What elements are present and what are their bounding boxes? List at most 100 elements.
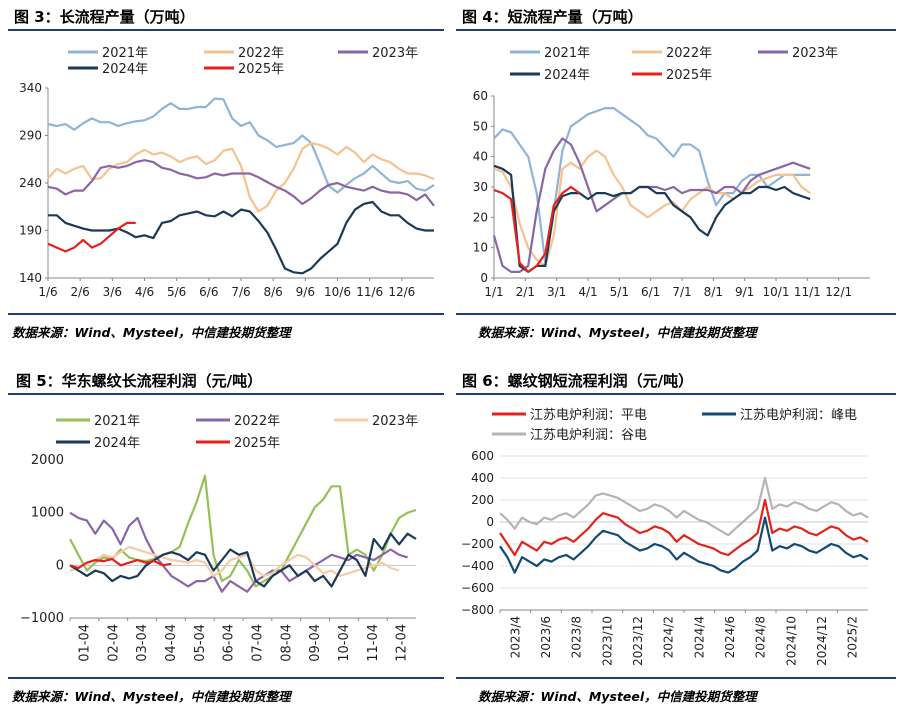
p4-legend-label: 2024年 (544, 68, 590, 83)
p3-series-line-2 (47, 159, 435, 207)
p3-series-line-1 (47, 141, 435, 213)
p6-x-tick-label: 2024/10 (784, 616, 798, 666)
p6-x-tick-label: 2023/12 (631, 616, 645, 666)
p5-x-tick-label: 02-04 (106, 624, 121, 662)
p6-y-tick-label: 400 (471, 471, 494, 485)
p3-y-tick-label: 340 (19, 81, 42, 95)
p3-x-tick-label: 4/6 (135, 285, 154, 299)
p3-legend-label: 2023年 (372, 46, 418, 61)
p6-x-tick-label: 2023/10 (600, 616, 614, 666)
p4-series-line-1 (493, 149, 811, 267)
p6-x-tick-label: 2025/2 (846, 616, 860, 658)
panel5-bottom-rule (8, 677, 444, 679)
p6-x-tick-label: 2023/6 (539, 616, 553, 658)
p6-legend-label: 江苏电炉利润：谷电 (530, 427, 647, 443)
p5-x-tick-label: 06-04 (222, 624, 237, 662)
p6-y-tick-label: 0 (486, 515, 494, 529)
p3-x-tick-label: 10/6 (324, 285, 351, 299)
p3-x-tick-label: 12/6 (388, 285, 415, 299)
p6-x-tick-label: 2024/6 (723, 616, 737, 658)
p3-legend-label: 2025年 (238, 62, 284, 77)
p6-legend-label: 江苏电炉利润：峰电 (740, 407, 857, 423)
p4-series-line-2 (492, 137, 811, 273)
p4-x-tick-label: 3/1 (547, 285, 566, 299)
p3-x-tick-label: 6/6 (199, 285, 218, 299)
p4-x-tick-label: 9/1 (735, 285, 754, 299)
p5-y-tick-label: 1000 (31, 506, 64, 521)
p3-legend-label: 2021年 (102, 46, 148, 61)
p5-x-tick-label: 12-04 (395, 624, 410, 662)
panel4-chart: 60 50 40 30 20 10 01/1 2/1 3/1 4/1 5/1 6/1 7/1 8/1 9/1… (473, 46, 870, 299)
p4-x-tick-label: 5/1 (610, 285, 629, 299)
p4-y-tick-label: 60 (473, 89, 488, 103)
panel4-title: 图 4：短流程产量（万吨） (462, 8, 643, 26)
p5-x-tick-label: 05-04 (193, 624, 208, 662)
p5-y-tick-label: −1000 (20, 611, 64, 626)
p5-legend-label: 2025年 (234, 436, 280, 451)
p3-x-tick-label: 2/6 (71, 285, 90, 299)
p4-y-tick-label: 40 (473, 150, 488, 164)
p3-x-tick-label: 9/6 (296, 285, 315, 299)
panel3-source: 数据来源：Wind、Mysteel，中信建投期货整理 (12, 325, 291, 340)
p5-x-tick-label: 08-04 (279, 624, 294, 662)
panel5-chart: 2000 1000 0 −1000 01-04 02-04 03-04 04-04 05-04 0… (20, 414, 418, 662)
panel6-bottom-rule (456, 677, 896, 679)
p4-legend-label: 2023年 (792, 46, 838, 61)
p6-series-line-2 (499, 476, 869, 537)
p5-y-tick-label: 0 (56, 558, 64, 573)
p4-y-tick-label: 30 (473, 180, 488, 194)
panel3-top-rule (8, 29, 444, 31)
p5-x-tick-label: 07-04 (250, 624, 265, 662)
p3-x-tick-label: 11/6 (356, 285, 383, 299)
p3-x-tick-label: 5/6 (167, 285, 186, 299)
p6-x-tick-label: 2024/2 (662, 616, 676, 658)
p6-y-tick-label: −600 (461, 581, 494, 595)
p5-series-line-1 (69, 511, 408, 593)
p4-y-tick-label: 50 (473, 119, 488, 133)
p4-y-tick-label: 0 (480, 271, 488, 285)
p5-series-line-3 (69, 532, 417, 588)
p6-y-tick-label: −400 (461, 559, 494, 573)
panel5-top-rule (8, 393, 444, 395)
p6-series-line-1 (499, 516, 869, 574)
p5-x-tick-label: 03-04 (135, 624, 150, 662)
p4-y-tick-label: 10 (473, 241, 488, 255)
p5-x-tick-label: 10-04 (337, 624, 352, 662)
p5-x-tick-label: 11-04 (366, 624, 381, 662)
panel3-bottom-rule (8, 313, 444, 315)
p5-series-line-0 (69, 474, 417, 588)
p6-x-tick-label: 2024/4 (692, 616, 706, 658)
p5-x-tick-label: 09-04 (308, 624, 323, 662)
p3-y-tick-label: 240 (19, 176, 42, 190)
p4-x-tick-label: 7/1 (672, 285, 691, 299)
p6-series-line-0 (499, 498, 869, 557)
p6-x-tick-label: 2023/8 (570, 616, 584, 658)
p6-y-tick-label: 600 (471, 449, 494, 463)
panel4-bottom-rule (456, 313, 896, 315)
panel6-title: 图 6：螺纹钢短流程利润（元/吨） (462, 372, 694, 390)
p5-y-tick-label: 2000 (31, 453, 64, 468)
p3-x-tick-label: 3/6 (103, 285, 122, 299)
p5-x-tick-label: 04-04 (164, 624, 179, 662)
p5-legend-label: 2022年 (234, 414, 280, 429)
p6-y-tick-label: 200 (471, 493, 494, 507)
p3-y-tick-label: 190 (19, 224, 42, 238)
p3-series-line-0 (47, 97, 435, 194)
p4-legend-label: 2025年 (666, 68, 712, 83)
p5-legend-label: 2021年 (94, 414, 140, 429)
panel5-source: 数据来源：Wind、Mysteel，中信建投期货整理 (12, 689, 291, 704)
p6-x-tick-label: 2024/12 (815, 616, 829, 666)
p4-series-line-4 (493, 185, 581, 273)
p4-x-tick-label: 10/1 (763, 285, 790, 299)
p3-y-tick-label: 140 (19, 271, 42, 285)
p5-series-line-2 (69, 545, 400, 577)
p6-x-tick-label: 2024/8 (754, 616, 768, 658)
p3-y-tick-label: 290 (19, 129, 42, 143)
panel6-chart: 600 400 200 0 −200 −400 −600 −800 2023/4 2023/6 20… (461, 407, 869, 666)
p4-x-tick-label: 4/1 (578, 285, 597, 299)
panel6-top-rule (456, 393, 896, 395)
p6-legend-label: 江苏电炉利润：平电 (530, 407, 647, 423)
p6-y-tick-label: −800 (461, 603, 494, 617)
p4-y-tick-label: 20 (473, 210, 488, 224)
